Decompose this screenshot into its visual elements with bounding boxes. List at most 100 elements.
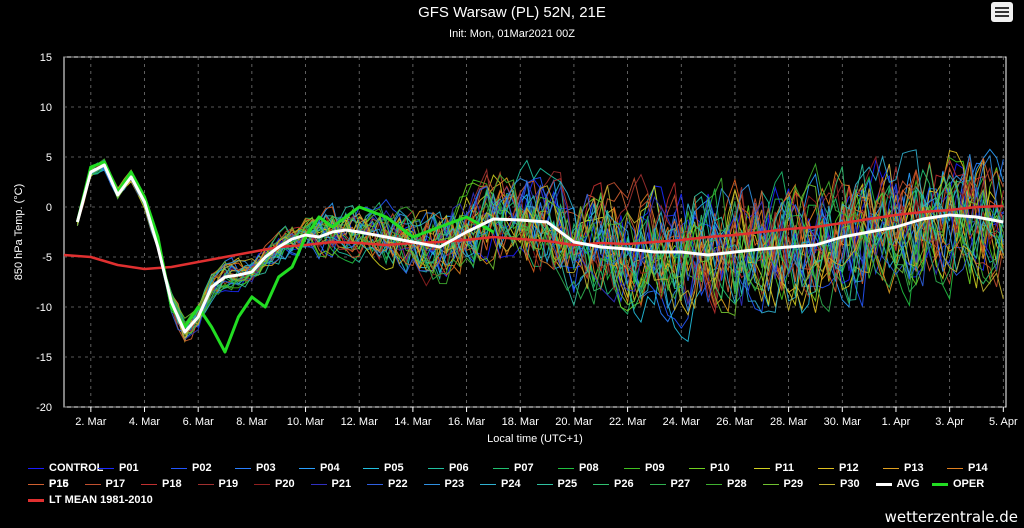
legend-item-oper[interactable]: OPER bbox=[932, 476, 984, 492]
legend-swatch bbox=[197, 483, 214, 485]
y-tick-label: -5 bbox=[42, 252, 52, 264]
legend-item-p03[interactable]: P03 bbox=[235, 460, 276, 476]
legend-swatch bbox=[493, 467, 509, 469]
chart-title: GFS Warsaw (PL) 52N, 21E bbox=[418, 4, 606, 21]
x-tick-label: 22. Mar bbox=[609, 416, 647, 428]
legend-item-p20[interactable]: P20 bbox=[254, 476, 295, 492]
legend-swatch bbox=[363, 467, 379, 469]
legend-swatch bbox=[818, 467, 834, 469]
legend-item-p02[interactable]: P02 bbox=[171, 460, 212, 476]
legend-item-lt-mean-1981-2010[interactable]: LT MEAN 1981-2010 bbox=[28, 492, 153, 508]
legend-item-p07[interactable]: P07 bbox=[493, 460, 534, 476]
y-tick-label: 5 bbox=[46, 152, 52, 164]
legend-item-p12[interactable]: P12 bbox=[818, 460, 859, 476]
legend-label: P20 bbox=[275, 478, 295, 490]
x-tick-label: 16. Mar bbox=[448, 416, 486, 428]
y-tick-label: -20 bbox=[36, 402, 52, 414]
legend-swatch bbox=[536, 483, 553, 485]
legend-item-p22[interactable]: P22 bbox=[367, 476, 408, 492]
series-line-lt-mean bbox=[63, 204, 1004, 271]
legend-label: P03 bbox=[256, 462, 276, 474]
legend-swatch bbox=[875, 482, 892, 486]
legend-item-p21[interactable]: P21 bbox=[310, 476, 352, 492]
legend-label: P21 bbox=[331, 478, 352, 490]
legend-label: P16 bbox=[49, 478, 69, 490]
x-tick-label: 30. Mar bbox=[824, 416, 862, 428]
legend-swatch bbox=[428, 467, 444, 469]
legend-item-p08[interactable]: P08 bbox=[558, 460, 599, 476]
y-tick-label: 15 bbox=[40, 52, 52, 64]
legend-item-p05[interactable]: P05 bbox=[363, 460, 404, 476]
legend-item-p16[interactable]: P16 bbox=[28, 476, 69, 492]
legend-swatch bbox=[84, 483, 101, 485]
legend-swatch bbox=[624, 467, 640, 469]
legend-label: P29 bbox=[783, 478, 804, 490]
legend-swatch bbox=[706, 483, 722, 485]
legend-item-p25[interactable]: P25 bbox=[536, 476, 577, 492]
legend-label: P01 bbox=[119, 462, 139, 474]
x-tick-label: 18. Mar bbox=[502, 416, 540, 428]
legend-swatch bbox=[254, 483, 270, 485]
legend-item-p17[interactable]: P17 bbox=[84, 476, 125, 492]
legend-label: P24 bbox=[501, 478, 521, 490]
legend-swatch bbox=[819, 483, 835, 485]
legend-label: P09 bbox=[645, 462, 665, 474]
x-tick-label: 3. Apr bbox=[935, 416, 964, 428]
legend-item-p09[interactable]: P09 bbox=[624, 460, 665, 476]
legend-swatch bbox=[235, 467, 251, 469]
legend-item-p04[interactable]: P04 bbox=[299, 460, 340, 476]
legend-item-p27[interactable]: P27 bbox=[649, 476, 690, 492]
legend-swatch bbox=[310, 483, 327, 485]
legend-label: P22 bbox=[388, 478, 408, 490]
legend-item-p23[interactable]: P23 bbox=[423, 476, 464, 492]
x-tick-label: 14. Mar bbox=[394, 416, 432, 428]
legend-swatch bbox=[367, 483, 383, 485]
legend-label: P28 bbox=[727, 478, 747, 490]
legend-item-p30[interactable]: P30 bbox=[819, 476, 860, 492]
site-credit: wetterzentrale.de bbox=[884, 508, 1018, 526]
x-tick-label: 6. Mar bbox=[183, 416, 215, 428]
legend-swatch bbox=[754, 467, 770, 469]
x-tick-label: 24. Mar bbox=[663, 416, 701, 428]
legend-item-avg[interactable]: AVG bbox=[875, 476, 920, 492]
legend-label: P19 bbox=[218, 478, 239, 490]
x-axis-label: Local time (UTC+1) bbox=[487, 433, 583, 445]
legend-swatch bbox=[171, 467, 187, 469]
x-tick-label: 10. Mar bbox=[287, 416, 325, 428]
legend-item-p01[interactable]: P01 bbox=[98, 460, 139, 476]
legend-item-control[interactable]: CONTROL bbox=[28, 460, 103, 476]
legend-item-p06[interactable]: P06 bbox=[428, 460, 469, 476]
legend-label: P26 bbox=[614, 478, 634, 490]
x-tick-label: 20. Mar bbox=[555, 416, 593, 428]
x-tick-label: 26. Mar bbox=[716, 416, 754, 428]
legend-item-p24[interactable]: P24 bbox=[480, 476, 521, 492]
legend-label: P14 bbox=[968, 462, 988, 474]
legend-swatch bbox=[762, 483, 779, 485]
series-line-p28 bbox=[76, 158, 1004, 325]
legend-swatch bbox=[947, 467, 963, 469]
legend-item-p11[interactable]: P11 bbox=[754, 460, 794, 476]
y-tick-label: -10 bbox=[36, 302, 52, 314]
legend-label: P11 bbox=[775, 462, 794, 474]
legend-swatch bbox=[28, 498, 44, 502]
y-tick-label: 10 bbox=[40, 102, 52, 114]
series-line-p30 bbox=[76, 162, 1004, 341]
series-line-avg bbox=[75, 163, 1004, 334]
legend-item-p10[interactable]: P10 bbox=[689, 460, 730, 476]
hamburger-menu-icon[interactable] bbox=[991, 2, 1013, 22]
legend-item-p14[interactable]: P14 bbox=[947, 460, 988, 476]
legend-swatch bbox=[593, 483, 609, 485]
legend-item-p19[interactable]: P19 bbox=[197, 476, 239, 492]
legend-label: P07 bbox=[514, 462, 534, 474]
legend-swatch bbox=[28, 483, 44, 485]
legend-item-p18[interactable]: P18 bbox=[141, 476, 182, 492]
legend-label: P12 bbox=[839, 462, 859, 474]
legend-swatch bbox=[689, 467, 705, 469]
legend-item-p28[interactable]: P28 bbox=[706, 476, 747, 492]
legend-swatch bbox=[649, 483, 666, 485]
legend-item-p26[interactable]: P26 bbox=[593, 476, 634, 492]
legend-item-p13[interactable]: P13 bbox=[883, 460, 924, 476]
legend-item-p29[interactable]: P29 bbox=[762, 476, 804, 492]
x-tick-label: 28. Mar bbox=[770, 416, 808, 428]
legend-label: AVG bbox=[896, 478, 920, 490]
